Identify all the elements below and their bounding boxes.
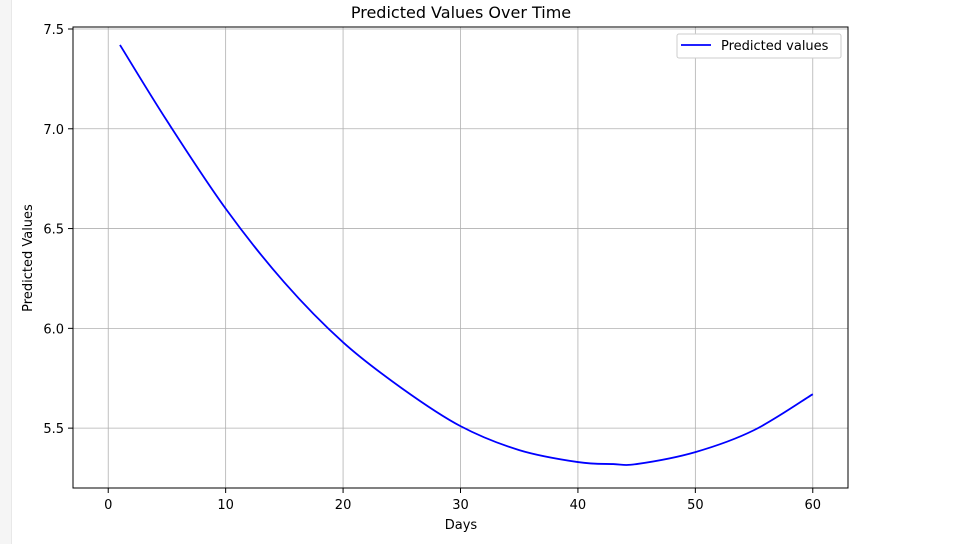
predicted-values-line: [119, 44, 814, 466]
x-tick-label: 50: [687, 498, 704, 513]
y-axis-label: Predicted Values: [21, 204, 36, 312]
x-tick-label: 40: [570, 498, 587, 513]
x-axis-label: Days: [445, 518, 478, 533]
chart-title: Predicted Values Over Time: [351, 3, 571, 22]
x-tick-label: 10: [217, 498, 234, 513]
y-tick-label: 6.0: [43, 322, 64, 337]
y-tick-label: 5.5: [43, 422, 64, 437]
y-axis-ticks: 5.5 6.0 6.5 7.0 7.5: [43, 23, 73, 437]
x-tick-label: 60: [804, 498, 821, 513]
y-tick-label: 7.5: [43, 23, 64, 38]
left-panel-edge: [0, 0, 12, 544]
y-tick-label: 7.0: [43, 123, 64, 138]
x-axis-ticks: 0 10 20 30 40 50 60: [104, 488, 821, 513]
x-tick-label: 20: [335, 498, 352, 513]
y-tick-label: 6.5: [43, 223, 64, 238]
legend-box: [676, 33, 842, 59]
legend-label-predicted-values: Predicted values: [721, 39, 829, 54]
x-tick-label: 30: [452, 498, 469, 513]
legend: Predicted values: [676, 33, 842, 59]
x-tick-label: 0: [104, 498, 112, 513]
grid-lines: [73, 27, 848, 488]
